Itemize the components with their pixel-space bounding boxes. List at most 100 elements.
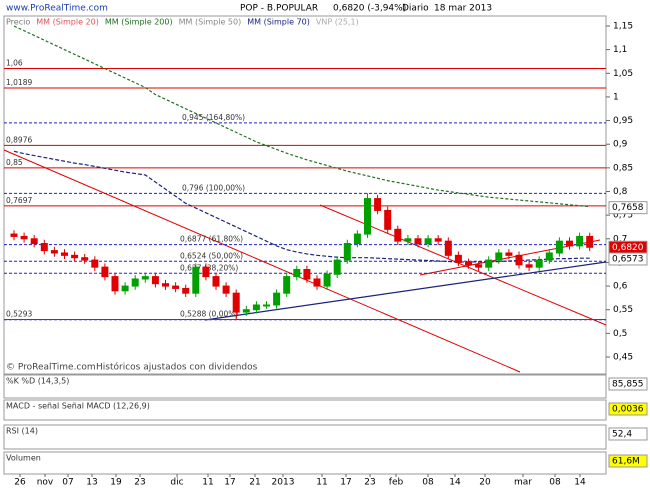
x-tick-label: 2013 [272, 478, 295, 488]
legend-entry: VNP (25,1) [316, 18, 359, 27]
x-tick-label: 17 [224, 478, 235, 488]
last-quote: 0,6820 (-3,94%) [333, 4, 406, 14]
candle-body [101, 266, 109, 278]
y-tick-label: 0,5 [613, 329, 627, 339]
candle-body [313, 278, 321, 287]
x-tick-label: 20 [479, 478, 491, 488]
x-tick-label: 19 [110, 478, 122, 488]
candle-body [394, 228, 402, 242]
x-tick-label: 07 [62, 478, 73, 488]
candle-body [444, 240, 452, 256]
level-label: 0,85 [6, 158, 23, 167]
candle-body [576, 235, 584, 247]
price-tag-label: 0,6573 [612, 254, 644, 264]
price-tag-box [608, 252, 648, 266]
candle-body [555, 240, 563, 254]
x-tick-label: 11 [202, 478, 213, 488]
x-tick-label: 11 [316, 478, 327, 488]
candle-body [364, 198, 371, 235]
y-tick-label: 1 [613, 92, 619, 102]
price-tag-label: 0,6820 [612, 243, 644, 253]
main-panel [3, 15, 607, 375]
x-tick-label: 17 [340, 478, 351, 488]
panel-tag-box [608, 427, 648, 441]
candle-body [434, 238, 442, 242]
candle-body [465, 261, 472, 266]
candle-body [515, 254, 523, 266]
panel-tag-box [608, 402, 648, 416]
candle-body [475, 264, 483, 268]
footer-source: © ProRealTime.com [6, 363, 96, 373]
x-tick-label: 26 [14, 478, 26, 488]
candle-body [242, 309, 250, 313]
legend-entry: MM (Simple 200) [105, 18, 173, 27]
panel-label: %K %D (14,3,5) [6, 377, 69, 386]
candle-body [505, 252, 513, 256]
candle-body [404, 238, 412, 242]
candle-body [151, 276, 159, 285]
x-tick-label: 08 [549, 478, 561, 488]
panel-label: MACD - señal Señal MACD (12,26,9) [6, 402, 150, 411]
candle-body [495, 252, 503, 261]
level-label: 0,5293 [6, 310, 32, 319]
x-tick-label: 13 [86, 478, 97, 488]
candle-body [303, 269, 311, 280]
candle-body [343, 243, 351, 261]
candle-body [485, 259, 493, 268]
candle-body [222, 285, 230, 294]
panel-last-value: 0,0036 [612, 405, 644, 415]
period: Diario [402, 4, 429, 14]
y-tick-label: 0,7 [613, 234, 627, 244]
candle-body [20, 235, 28, 240]
panel-label: Volumen [6, 454, 41, 463]
moving-average [13, 150, 590, 263]
level-label: 1,06 [6, 59, 23, 68]
candle-body [61, 252, 68, 256]
candle-body [263, 304, 270, 307]
legend-entry: MM (Simple 70) [247, 18, 310, 27]
candle-body [212, 276, 220, 287]
x-tick-label: nov [37, 478, 54, 488]
x-tick-label: 14 [574, 478, 586, 488]
level-label: 1,0189 [6, 78, 32, 87]
candle-body [414, 238, 422, 245]
candle-body [131, 278, 139, 287]
x-tick-label: 14 [449, 478, 461, 488]
candle-body [121, 285, 129, 292]
candle-body [293, 269, 301, 278]
x-tick-label: dic [170, 478, 183, 488]
legend-entry: Precio [6, 18, 30, 27]
candle-body [535, 259, 543, 268]
x-tick-label: feb [389, 478, 404, 488]
candle-body [283, 276, 291, 294]
sub-panel [3, 374, 607, 399]
y-tick-label: 0,75 [613, 211, 633, 221]
y-tick-label: 0,8 [613, 187, 628, 197]
x-tick-label: 21 [249, 478, 260, 488]
candle-body [10, 233, 18, 237]
chart-title: POP - B.POPULAR [240, 4, 318, 14]
candle-body [252, 304, 260, 311]
candle-body [586, 235, 594, 248]
legend-entry: MM (Simple 50) [179, 18, 242, 27]
candle-body [30, 238, 38, 245]
y-tick-label: 0,6 [613, 282, 628, 292]
panel-last-value: 85,855 [612, 380, 644, 390]
level-label: 0,945 (164,80%) [182, 113, 245, 122]
candle-body [454, 254, 462, 263]
site: www.ProRealTime.com [6, 4, 108, 14]
candle-body [424, 238, 432, 245]
y-tick-label: 1,1 [613, 45, 627, 55]
candle-body [182, 287, 190, 294]
candle-body [202, 266, 210, 278]
x-tick-label: 08 [422, 478, 434, 488]
level-label: 0,6524 (50,00%) [180, 251, 243, 260]
panel-tag-box [608, 454, 648, 468]
x-tick-label: mar [514, 478, 532, 488]
level-label: 0,6877 (61,80%) [180, 235, 243, 244]
moving-average [13, 25, 590, 208]
candle-body [81, 257, 89, 261]
candle-body [525, 264, 533, 268]
price-tag-label: 0,7658 [612, 203, 644, 213]
level-label: 0,5288 (0,00%) [180, 310, 238, 319]
